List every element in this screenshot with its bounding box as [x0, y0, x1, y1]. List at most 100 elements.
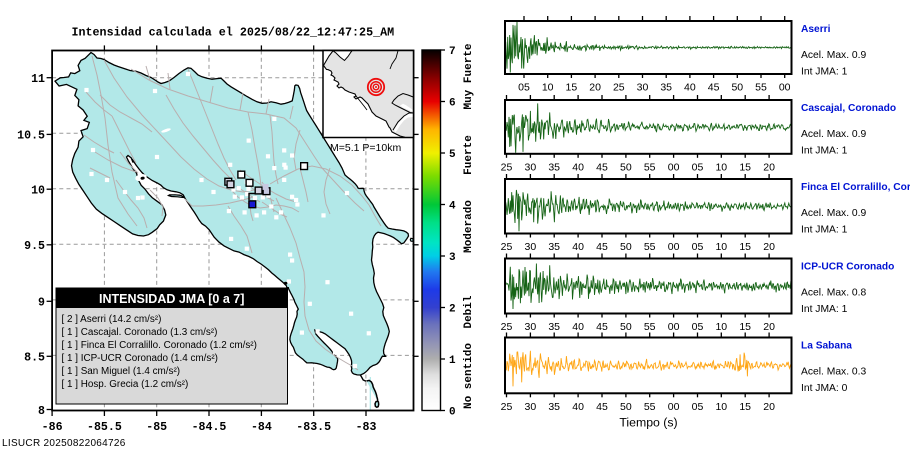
svg-text:15: 15	[739, 241, 751, 253]
svg-text:55: 55	[644, 401, 656, 413]
svg-text:50: 50	[620, 321, 632, 333]
svg-text:-85.5: -85.5	[87, 421, 122, 434]
svg-text:1: 1	[449, 355, 456, 367]
svg-text:05: 05	[692, 401, 704, 413]
svg-text:[ 1 ] ICP-UCR Coronado (1.4 c: [ 1 ] ICP-UCR Coronado (1.4 cm/s²)	[62, 353, 218, 364]
svg-text:Fuerte: Fuerte	[463, 135, 475, 175]
svg-text:55: 55	[644, 161, 656, 173]
svg-text:55: 55	[644, 241, 656, 253]
svg-text:10: 10	[542, 82, 554, 94]
svg-text:[ 2 ] Aserri (14.2 cm/s²): [ 2 ] Aserri (14.2 cm/s²)	[62, 314, 162, 325]
svg-text:Cascajal, Coronado: Cascajal, Coronado	[801, 103, 896, 114]
svg-text:25: 25	[501, 321, 513, 333]
svg-text:10: 10	[715, 241, 727, 253]
svg-text:2: 2	[449, 304, 456, 316]
svg-text:00: 00	[779, 82, 791, 94]
svg-text:11: 11	[31, 73, 45, 86]
svg-text:LISUCR 20250822064726: LISUCR 20250822064726	[2, 438, 126, 449]
svg-text:[ 1 ] San Miguel (1.4 cm/s²): [ 1 ] San Miguel (1.4 cm/s²)	[62, 366, 181, 377]
svg-text:5: 5	[449, 149, 456, 161]
svg-text:50: 50	[620, 401, 632, 413]
svg-text:La Sabana: La Sabana	[801, 341, 852, 352]
svg-text:Intensidad calculada el 2025/0: Intensidad calculada el 2025/08/22_12:47…	[72, 26, 395, 40]
svg-text:Tiempo (s): Tiempo (s)	[619, 416, 677, 430]
svg-text:40: 40	[684, 82, 696, 94]
svg-text:Finca El Corralillo, Coron: Finca El Corralillo, Coron	[801, 182, 910, 193]
svg-text:-84.5: -84.5	[192, 421, 227, 434]
svg-text:Acel. Max. 0.9: Acel. Max. 0.9	[801, 50, 867, 61]
svg-text:30: 30	[525, 401, 537, 413]
svg-text:15: 15	[739, 401, 751, 413]
svg-text:55: 55	[644, 321, 656, 333]
svg-text:05: 05	[692, 241, 704, 253]
svg-text:4: 4	[449, 201, 456, 213]
svg-text:45: 45	[596, 401, 608, 413]
svg-text:Int JMA: 1: Int JMA: 1	[801, 67, 848, 78]
svg-text:10: 10	[715, 161, 727, 173]
svg-text:30: 30	[637, 82, 649, 94]
svg-text:20: 20	[763, 401, 775, 413]
svg-text:8.5: 8.5	[24, 352, 45, 365]
svg-text:Aserri: Aserri	[801, 24, 831, 35]
svg-text:30: 30	[525, 321, 537, 333]
svg-text:50: 50	[620, 161, 632, 173]
svg-text:-84: -84	[251, 421, 272, 434]
svg-text:45: 45	[708, 82, 720, 94]
svg-text:Acel. Max. 0.3: Acel. Max. 0.3	[801, 367, 867, 378]
svg-text:10: 10	[715, 321, 727, 333]
svg-text:Acel. Max. 0.9: Acel. Max. 0.9	[801, 208, 867, 219]
svg-text:25: 25	[501, 161, 513, 173]
svg-text:00: 00	[668, 161, 680, 173]
svg-text:00: 00	[668, 321, 680, 333]
svg-text:No sentido: No sentido	[463, 343, 475, 409]
svg-text:9.5: 9.5	[24, 240, 45, 253]
svg-text:10: 10	[715, 401, 727, 413]
svg-text:30: 30	[525, 161, 537, 173]
svg-text:50: 50	[620, 241, 632, 253]
svg-text:35: 35	[548, 401, 560, 413]
svg-text:6: 6	[449, 98, 456, 110]
svg-text:40: 40	[572, 321, 584, 333]
svg-text:35: 35	[660, 82, 672, 94]
svg-text:55: 55	[755, 82, 767, 94]
svg-text:8: 8	[38, 405, 45, 418]
svg-text:Int JMA: 1: Int JMA: 1	[801, 146, 848, 157]
svg-text:35: 35	[548, 241, 560, 253]
svg-text:40: 40	[572, 161, 584, 173]
svg-text:M=5.1 P=10km: M=5.1 P=10km	[330, 142, 401, 154]
svg-text:Acel. Max. 0.9: Acel. Max. 0.9	[801, 129, 867, 140]
svg-text:15: 15	[739, 321, 751, 333]
svg-text:INTENSIDAD JMA [0 a 7]: INTENSIDAD JMA [0 a 7]	[99, 292, 244, 306]
svg-text:[ 1 ] Finca El Corralillo. Co: [ 1 ] Finca El Corralillo. Coronado (1.2…	[62, 340, 257, 351]
svg-text:35: 35	[548, 321, 560, 333]
svg-text:20: 20	[589, 82, 601, 94]
svg-text:25: 25	[613, 82, 625, 94]
svg-text:45: 45	[596, 321, 608, 333]
svg-text:Acel. Max. 0.8: Acel. Max. 0.8	[801, 288, 867, 299]
svg-text:Moderado: Moderado	[463, 200, 475, 253]
svg-text:-85: -85	[146, 421, 167, 434]
svg-text:15: 15	[739, 161, 751, 173]
svg-text:0: 0	[449, 407, 456, 419]
svg-text:ICP-UCR Coronado: ICP-UCR Coronado	[801, 262, 894, 273]
svg-text:Debil: Debil	[463, 295, 475, 328]
svg-text:15: 15	[566, 82, 578, 94]
svg-text:10: 10	[31, 185, 45, 198]
svg-text:45: 45	[596, 161, 608, 173]
svg-text:30: 30	[525, 241, 537, 253]
svg-text:10.5: 10.5	[17, 130, 45, 143]
svg-text:45: 45	[596, 241, 608, 253]
svg-text:25: 25	[501, 401, 513, 413]
svg-text:Int JMA: 0: Int JMA: 0	[801, 383, 848, 394]
svg-text:Muy Fuerte: Muy Fuerte	[463, 43, 475, 109]
svg-text:Int JMA: 1: Int JMA: 1	[801, 304, 848, 315]
svg-text:7: 7	[449, 46, 456, 58]
svg-text:Int JMA: 1: Int JMA: 1	[801, 225, 848, 236]
svg-text:35: 35	[548, 161, 560, 173]
svg-text:20: 20	[763, 161, 775, 173]
svg-text:00: 00	[668, 241, 680, 253]
svg-text:00: 00	[668, 401, 680, 413]
svg-text:3: 3	[449, 252, 456, 264]
svg-text:40: 40	[572, 241, 584, 253]
svg-text:[ 1 ] Cascajal. Coronado (1.3: [ 1 ] Cascajal. Coronado (1.3 cm/s²)	[62, 327, 218, 338]
